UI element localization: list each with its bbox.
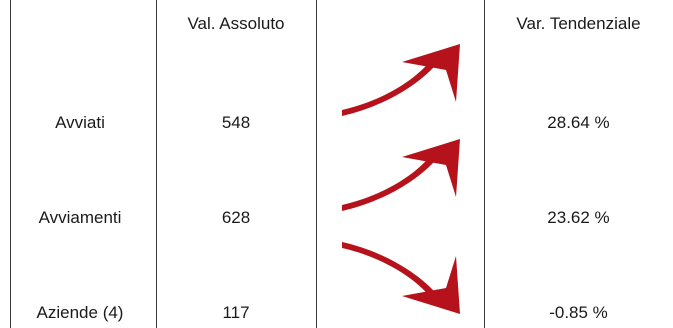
row-label-avviamenti: Avviamenti [38,208,122,227]
table-divider-left [10,0,11,328]
row-value-aziende: 117 [222,303,250,322]
table-divider-arrow-variation [484,0,485,328]
row-label-aziende: Aziende (4) [36,303,124,322]
table-divider-label-value [156,0,157,328]
trend-down-arrow-icon [342,242,460,314]
row-variation-avviamenti: 23.62 % [547,208,610,227]
trend-up-arrow-icon [342,44,460,116]
row-label-avviati: Avviati [55,113,105,132]
table-divider-value-arrow [316,0,317,328]
header-trend-variation: Var. Tendenziale [516,14,641,33]
header-absolute-value: Val. Assoluto [187,14,285,33]
trend-up-arrow-icon [342,139,460,211]
row-value-avviamenti: 628 [221,208,251,227]
row-variation-avviati: 28.64 % [547,113,610,132]
row-value-avviati: 548 [221,113,251,132]
row-variation-aziende: -0.85 % [549,303,608,322]
